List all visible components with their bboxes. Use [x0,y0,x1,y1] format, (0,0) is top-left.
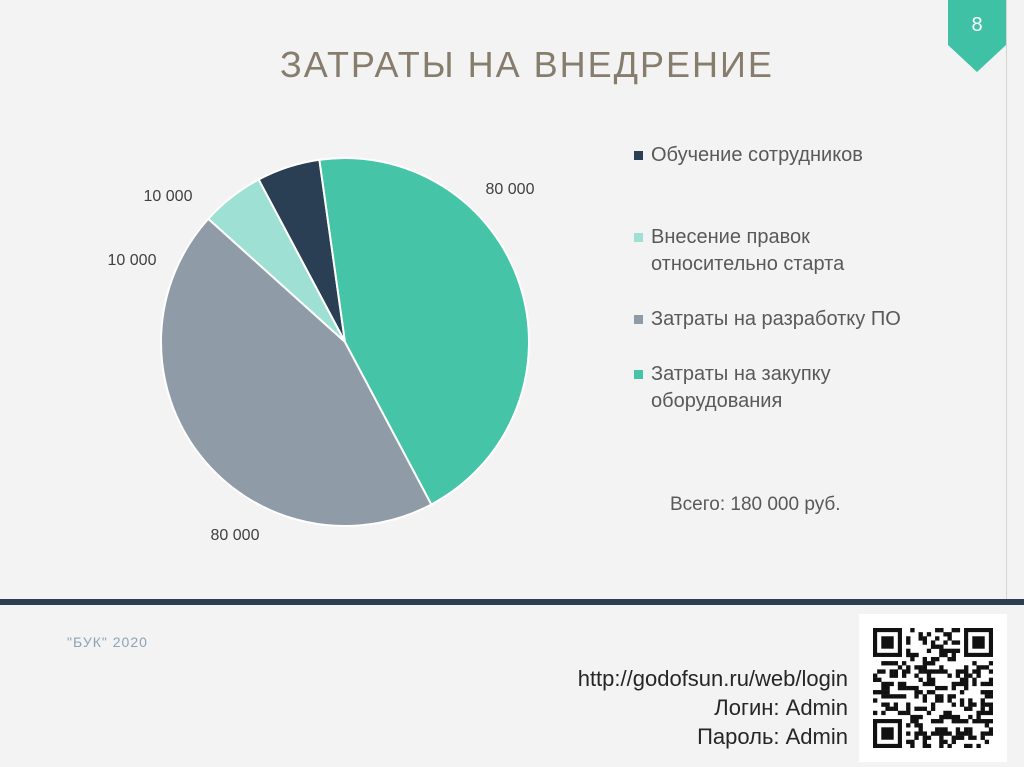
login-info: http://godofsun.ru/web/login Логин: Admi… [578,664,848,751]
chart-legend: Обучение сотрудников Внесение правок отн… [634,142,934,415]
data-label-edits: 10 000 [144,188,193,205]
footer-caption: "БУК" 2020 [67,634,148,650]
badge-shape [948,0,1006,72]
legend-swatch-edits [634,233,643,242]
page-number-badge: 8 [948,0,1006,72]
qr-code-icon [873,628,993,748]
total-cost: Всего: 180 000 руб. [670,494,841,515]
legend-swatch-training [634,151,643,160]
legend-label-edits: Внесение правок относительно старта [651,226,845,275]
legend-label-software: Затраты на разработку ПО [651,308,901,330]
pie-slice-hardware [318,157,530,506]
legend-swatch-hardware [634,370,643,379]
legend-item-training: Обучение сотрудников [634,142,934,169]
password-text: Пароль: Admin [697,724,848,749]
pie-chart: 10 000 10 000 80 000 80 000 [108,157,535,544]
slide-frame [1006,0,1007,601]
legend-item-hardware: Затраты на закупку оборудования [634,361,934,415]
pie-slice-software [160,217,433,527]
legend-item-software: Затраты на разработку ПО [634,306,934,333]
legend-swatch-software [634,315,643,324]
data-label-training: 10 000 [108,252,157,269]
legend-label-hardware: Затраты на закупку оборудования [651,363,831,412]
footer-divider [0,599,1024,605]
page-number: 8 [971,14,983,36]
data-label-software: 80 000 [486,181,535,198]
legend-label-training: Обучение сотрудников [651,144,863,166]
page-title: ЗАТРАТЫ НА ВНЕДРЕНИЕ [280,44,774,85]
legend-item-edits: Внесение правок относительно старта [634,224,934,278]
data-label-hardware: 80 000 [211,527,260,544]
qr-code [859,614,1007,762]
login-url-link[interactable]: http://godofsun.ru/web/login [577,666,848,691]
login-text: Логин: Admin [714,695,848,720]
